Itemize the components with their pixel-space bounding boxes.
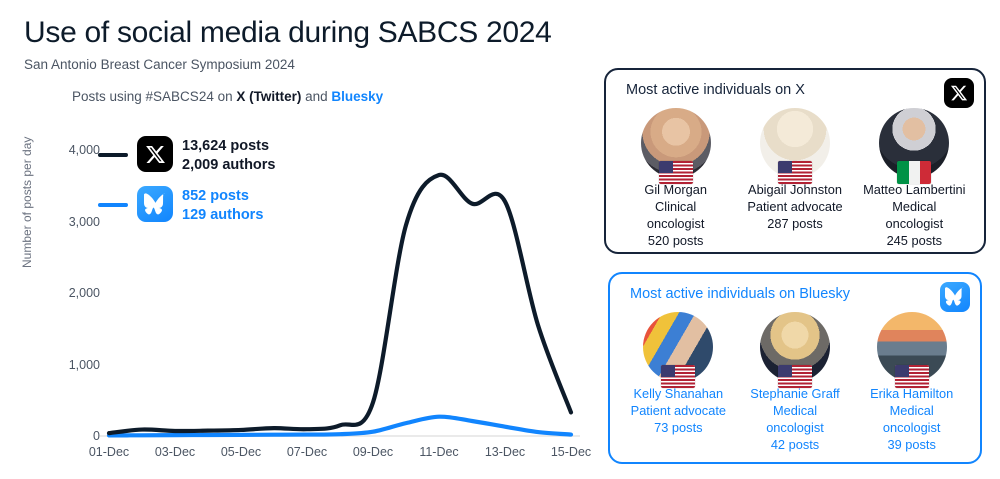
person-role-line1: Clinical [655, 198, 697, 214]
person-name: Kelly Shanahan [633, 386, 724, 401]
y-tick-label: 3,000 [68, 214, 100, 229]
x-tick-label: 07-Dec [286, 445, 328, 459]
bluesky-butterfly-icon [940, 282, 970, 312]
legend-stats-bluesky: 852 posts 129 authors [182, 186, 263, 224]
person-role-line1: Medical [889, 402, 934, 418]
person-post-count: 39 posts [887, 436, 936, 452]
bluesky-butterfly-icon [137, 186, 173, 223]
person-role-line2: oncologist [882, 419, 941, 435]
y-tick-label: 4,000 [68, 143, 100, 157]
avatar [879, 108, 950, 184]
person-name: Matteo Lambertini [863, 182, 966, 197]
person-role-line2: oncologist [766, 419, 824, 435]
x-axis-ticks: 01-Dec 03-Dec 05-Dec 07-Dec 09-Dec 11-Dec 13-D… [89, 445, 591, 475]
legend-item-bluesky: 852 posts 129 authors [98, 186, 328, 224]
x-tick-label: 09-Dec [352, 445, 394, 459]
person-role-line1: Medical [772, 402, 818, 418]
chart-svg [100, 172, 580, 438]
x-tick-label: 01-Dec [88, 445, 130, 459]
page-header: Use of social media during SABCS 2024 Sa… [24, 16, 604, 104]
avatar [643, 312, 714, 388]
x-tick-label: 03-Dec [154, 445, 196, 459]
x-tick-label: 15-Dec [550, 445, 592, 459]
series-line-x [106, 172, 574, 436]
person-details: Abigail Johnston Patient advocate 287 post… [735, 182, 854, 233]
people-list-bluesky: Kelly Shanahan Patient advocate 73 posts St… [620, 312, 970, 454]
avatar [759, 108, 830, 184]
person-post-count: 73 posts [654, 419, 703, 435]
flag-usa-icon [658, 161, 693, 184]
flag-usa-icon [778, 365, 812, 388]
y-tick-label: 1,000 [68, 357, 100, 372]
legend-line-swatch-bluesky [98, 203, 128, 208]
x-logo-icon [137, 136, 173, 172]
page-title: Use of social media during SABCS 2024 [24, 16, 552, 49]
card-most-active-bluesky: Most active individuals on Bluesky Kelly… [608, 272, 982, 464]
y-axis-ticks: 0 1,000 2,000 3,000 4,000 [20, 120, 100, 479]
avatar [640, 108, 711, 184]
person-card[interactable]: Erika Hamilton Medical oncologist 39 posts [853, 312, 970, 454]
flag-usa-icon [777, 161, 812, 184]
flag-usa-icon [894, 365, 929, 388]
person-details: Erika Hamilton Medical oncologist 39 posts [853, 386, 970, 454]
legend-posts-bluesky: 852 posts [182, 188, 249, 205]
flag-italy-icon [897, 161, 932, 184]
person-name: Stephanie Graff [750, 386, 840, 401]
flag-usa-icon [661, 365, 696, 388]
people-list-x: Gil Morgan Clinical oncologist 520 posts Abi… [616, 108, 974, 250]
avatar [876, 312, 947, 388]
series-line-bluesky [106, 414, 574, 438]
person-card[interactable]: Abigail Johnston Patient advocate 287 post… [735, 108, 854, 250]
legend-posts-x: 13,624 posts [182, 138, 270, 154]
caption-platform-x: X (Twitter) [236, 88, 302, 104]
person-post-count: 245 posts [886, 232, 943, 248]
caption-prefix: Posts using #SABCS24 on [72, 88, 237, 104]
person-name: Gil Morgan [644, 182, 707, 197]
x-tick-label: 05-Dec [220, 445, 262, 459]
person-name: Erika Hamilton [870, 386, 954, 401]
person-post-count: 520 posts [647, 232, 704, 248]
x-tick-label: 11-Dec [419, 445, 459, 459]
person-details: Matteo Lambertini Medical oncologist 245 po… [855, 182, 974, 250]
avatar [760, 312, 830, 388]
y-tick-label: 0 [93, 429, 100, 443]
person-details: Stephanie Graff Medical oncologist 42 posts [737, 386, 854, 454]
person-role-line1: Patient advocate [747, 198, 843, 214]
legend-item-x: 13,624 posts 2,009 authors [98, 136, 328, 174]
caption-platform-bluesky: Bluesky [331, 88, 384, 104]
person-post-count: 42 posts [770, 436, 820, 452]
x-tick-label: 13-Dec [484, 445, 526, 459]
x-logo-icon [944, 78, 974, 108]
person-card[interactable]: Gil Morgan Clinical oncologist 520 posts [616, 108, 735, 250]
chart-plot-area [100, 120, 580, 479]
person-role-line2: oncologist [646, 215, 705, 231]
card-most-active-x: Most active individuals on X Gil Morgan C… [604, 68, 986, 254]
y-tick-label: 2,000 [68, 286, 100, 300]
legend-authors-bluesky: 129 authors [182, 206, 264, 223]
person-card[interactable]: Stephanie Graff Medical oncologist 42 posts [737, 312, 854, 454]
person-post-count: 287 posts [767, 215, 823, 231]
legend-authors-x: 2,009 authors [182, 156, 276, 173]
person-details: Gil Morgan Clinical oncologist 520 posts [616, 182, 735, 250]
page-subtitle: San Antonio Breast Cancer Symposium 2024 [24, 56, 295, 72]
person-details: Kelly Shanahan Patient advocate 73 posts [620, 386, 737, 437]
legend-line-swatch-x [98, 153, 128, 157]
legend-stats-x: 13,624 posts 2,009 authors [182, 136, 276, 174]
line-chart: Number of posts per day 0 1,000 2,000 3,000… [0, 120, 600, 479]
caption-conjunction: and [301, 88, 332, 104]
person-role-line1: Patient advocate [630, 402, 726, 418]
person-role-line2: oncologist [885, 215, 944, 231]
person-card[interactable]: Kelly Shanahan Patient advocate 73 posts [620, 312, 737, 454]
person-role-line1: Medical [892, 198, 937, 214]
card-title-bluesky: Most active individuals on Bluesky [630, 286, 851, 302]
card-title-x: Most active individuals on X [626, 82, 805, 98]
person-name: Abigail Johnston [748, 182, 842, 197]
person-card[interactable]: Matteo Lambertini Medical oncologist 245 po… [855, 108, 974, 250]
chart-legend: 13,624 posts 2,009 authors 852 posts 129… [98, 136, 328, 236]
chart-caption: Posts using #SABCS24 on X (Twitter) and … [72, 89, 604, 104]
